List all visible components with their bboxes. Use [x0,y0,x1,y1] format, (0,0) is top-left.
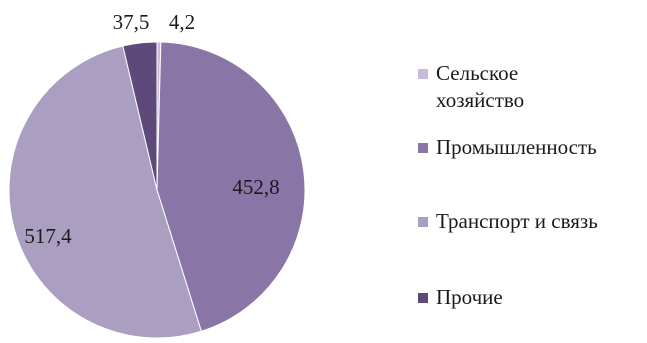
legend-label-transport: Транспорт и связь [436,209,598,233]
legend-swatch-industry [418,143,428,153]
data-label-transport: 517,4 [24,224,72,248]
legend-label-other: Прочие [436,285,503,309]
legend-swatch-transport [418,217,428,227]
legend-item-transport: Транспорт и связь [418,208,644,235]
legend-item-agriculture: Сельское хозяйство [418,60,644,114]
legend-swatch-other [418,293,428,303]
legend-label-industry: Промышленность [436,135,597,159]
legend-label-agriculture: Сельское хозяйство [436,61,525,112]
legend-item-industry: Промышленность [418,134,644,161]
legend-swatch-agriculture [418,69,428,79]
data-label-other: 37,5 [113,10,150,34]
data-label-agriculture: 4,2 [169,10,195,34]
legend-item-other: Прочие [418,284,644,311]
pie-slice-other [122,41,158,191]
data-label-industry: 452,8 [232,175,279,199]
pie-slice-industry [156,41,306,332]
pie-slice-transport [8,45,202,339]
